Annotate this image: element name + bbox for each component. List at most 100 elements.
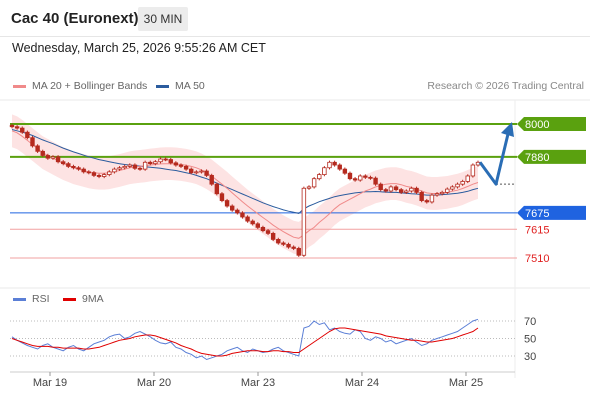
candle-body	[40, 150, 45, 156]
candle-body	[112, 168, 117, 173]
candle-body	[168, 159, 173, 164]
candle-body	[240, 212, 245, 218]
candle-body	[445, 188, 450, 193]
candle-body	[14, 126, 20, 129]
candle-body	[9, 124, 15, 128]
candle-body	[209, 175, 214, 185]
candle-body	[30, 137, 35, 147]
candle-body	[429, 194, 435, 203]
candle-body	[470, 164, 476, 177]
candle-body	[347, 172, 353, 180]
title-divider	[0, 36, 590, 37]
candle-body	[296, 248, 301, 256]
candle-body	[25, 131, 30, 139]
candle-body	[358, 175, 363, 181]
candle-body	[409, 187, 414, 192]
9ma-swatch	[63, 297, 76, 301]
candle-body	[153, 161, 158, 165]
legend-ma20-label: MA 20 + Bollinger Bands	[32, 80, 148, 92]
candle-body	[306, 186, 312, 189]
candle-body	[163, 158, 168, 161]
candle-body	[127, 164, 132, 167]
candle-body	[178, 164, 184, 167]
candle-body	[414, 187, 419, 193]
candle-body	[337, 164, 342, 170]
candle-body	[342, 168, 348, 174]
candle-body	[122, 165, 127, 169]
candle-body	[81, 168, 86, 173]
level-label-7675: 7675	[525, 208, 549, 220]
candle-body	[250, 220, 255, 225]
candle-body	[199, 170, 204, 173]
candle-body	[378, 183, 383, 191]
candle-body	[424, 200, 429, 203]
candle-body	[434, 193, 440, 196]
candle-body	[265, 230, 271, 234]
legend-ma50: MA 50	[156, 80, 205, 92]
candle-body	[132, 164, 138, 169]
candle-body	[255, 223, 261, 228]
legend-ma20: MA 20 + Bollinger Bands	[13, 80, 147, 92]
x-tick-label: Mar 25	[449, 377, 483, 389]
legend-rsi-label: RSI	[32, 293, 50, 305]
candle-body	[158, 158, 163, 163]
candle-body	[173, 162, 179, 166]
level-label-7880: 7880	[525, 152, 549, 164]
candle-body	[229, 205, 235, 211]
legend-ma50-label: MA 50	[175, 80, 205, 92]
candle-body	[398, 189, 404, 193]
ma20-swatch	[13, 84, 26, 88]
candle-body	[204, 170, 209, 176]
ma50-line	[11, 129, 479, 214]
forecast-arrow-line	[478, 133, 510, 186]
candle-body	[107, 171, 112, 175]
candle-body	[117, 167, 122, 170]
ma50-swatch	[156, 84, 169, 88]
research-credit: Research © 2026 Trading Central	[427, 80, 584, 92]
candle-body	[460, 181, 465, 185]
candle-body	[224, 200, 230, 207]
candle-body	[194, 171, 199, 174]
candle-body	[270, 232, 276, 240]
candle-body	[281, 242, 286, 245]
level-tag-7675	[517, 205, 586, 220]
rsi-ma-line	[11, 327, 479, 357]
x-tick-label: Mar 24	[345, 377, 379, 389]
candles	[9, 123, 481, 257]
candle-body	[455, 183, 460, 188]
candle-body	[91, 172, 97, 176]
timeframe-badge[interactable]: 30 MIN	[138, 7, 188, 31]
candle-body	[189, 168, 194, 174]
level-label-7615: 7615	[525, 224, 549, 236]
candle-body	[35, 145, 40, 152]
title-bar: Cac 40 (Euronext) 30 MIN	[0, 0, 590, 36]
candle-body	[393, 186, 399, 191]
x-tick-label: Mar 19	[33, 377, 67, 389]
candle-body	[76, 167, 81, 170]
candle-body	[66, 163, 71, 167]
candle-body	[363, 175, 368, 178]
rsi-tick-30: 30	[524, 351, 536, 363]
legend-9ma: 9MA	[63, 293, 104, 305]
candle-body	[383, 189, 389, 192]
candle-body	[368, 176, 373, 179]
candle-body	[96, 175, 102, 177]
level-label-7510: 7510	[525, 253, 549, 265]
candle-body	[450, 186, 455, 190]
level-tag-7880	[517, 149, 586, 164]
candle-body	[388, 186, 394, 192]
candle-body	[137, 167, 143, 170]
candle-body	[291, 246, 296, 249]
candle-body	[20, 127, 25, 133]
rsi-tick-50: 50	[524, 334, 536, 346]
x-tick-label: Mar 23	[241, 377, 275, 389]
forecast-arrowhead	[501, 122, 514, 137]
legend-rsi: RSI	[13, 293, 50, 305]
candle-body	[55, 156, 61, 163]
candle-body	[373, 177, 378, 185]
candle-body	[276, 239, 281, 244]
bollinger-band	[12, 114, 478, 255]
x-tick-label: Mar 20	[137, 377, 171, 389]
candle-body	[214, 183, 220, 195]
